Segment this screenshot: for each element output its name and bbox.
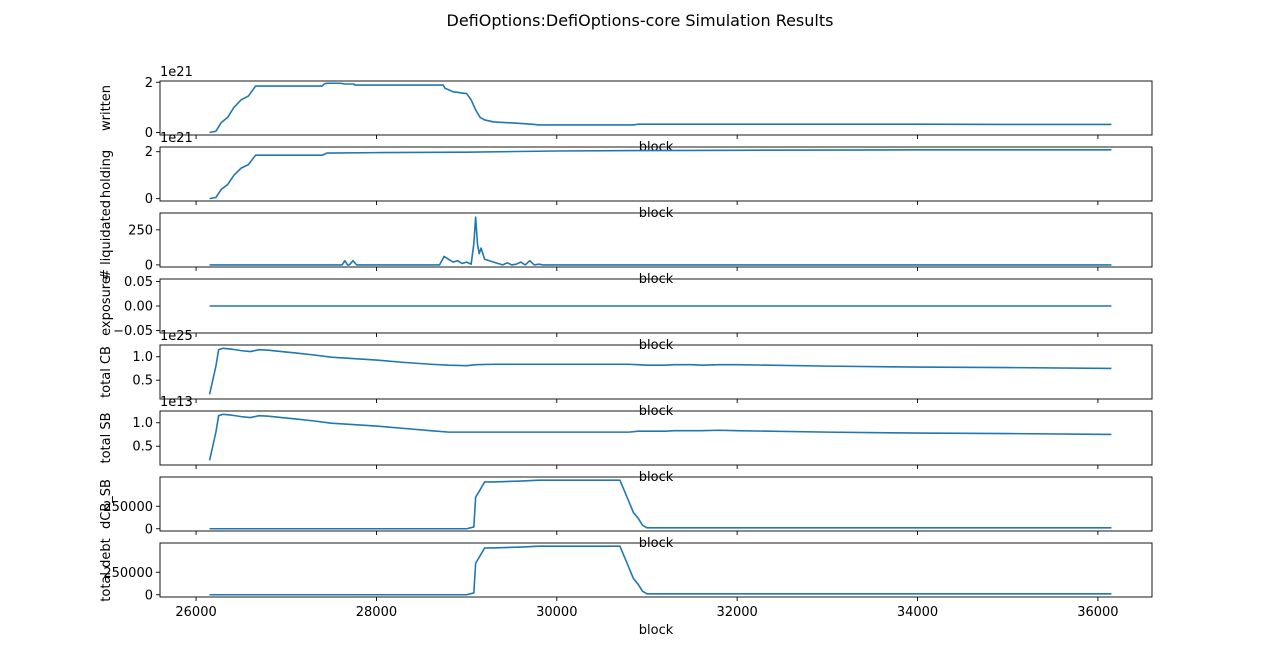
x-tick-label: 28000 <box>356 605 397 620</box>
series-line <box>209 149 1112 200</box>
y-tick-label: 0 <box>145 192 153 207</box>
x-tick-label: 36000 <box>1077 605 1118 620</box>
series-line <box>209 82 1112 134</box>
x-axis-label: block <box>639 623 674 638</box>
y-tick-label: 0 <box>145 588 153 603</box>
x-axis-label: block <box>639 140 674 155</box>
y-tick-label: −0.05 <box>113 324 153 339</box>
y-axis-label: dCB_SB <box>99 479 114 529</box>
y-tick-label: 250 <box>128 223 153 238</box>
y-tick-label: 1.0 <box>132 350 153 365</box>
y-axis-label: total SB <box>99 412 114 463</box>
y-tick-label: 0.05 <box>124 275 153 290</box>
y-axis-label: # liquidated <box>99 200 114 280</box>
offset-text: 1e25 <box>160 329 193 344</box>
x-axis-label: block <box>639 206 674 221</box>
y-axis-label: holding <box>99 150 114 198</box>
series-line <box>209 216 1112 266</box>
x-tick-label: 34000 <box>897 605 938 620</box>
axes-frame <box>159 410 1153 466</box>
x-axis-label: block <box>639 404 674 419</box>
subplot-6: 0.5 1.0 block total SB 1e13 <box>99 395 1153 485</box>
figure-title: DefiOptions:DefiOptions-core Simulation … <box>447 11 834 30</box>
x-tick-label: 32000 <box>716 605 757 620</box>
offset-text: 1e21 <box>160 131 193 146</box>
y-axis-label: written <box>99 85 114 131</box>
y-tick-label: 0.5 <box>132 440 153 455</box>
axes-frame <box>159 344 1153 400</box>
offset-text: 1e21 <box>160 65 193 80</box>
series-line <box>209 545 1112 596</box>
series-line <box>208 347 1112 395</box>
subplot-8: 0 250000 26000 28000 30000 32000 34000 36000 blo… <box>99 538 1153 638</box>
subplot-2: 0 2 block holding 1e21 <box>99 131 1153 221</box>
y-tick-label: 0 <box>145 258 153 273</box>
y-tick-label: 0.5 <box>132 374 153 389</box>
axes-frame <box>159 476 1153 532</box>
series-line <box>208 413 1112 461</box>
subplot-7: 0 250000 block dCB_SB <box>99 476 1153 551</box>
x-tick-label: 26000 <box>175 605 216 620</box>
axes-frame <box>159 542 1153 598</box>
subplot-1: 0 2 block written 1e21 <box>99 65 1153 155</box>
x-axis-label: block <box>639 338 674 353</box>
y-axis-label: exposure <box>99 276 114 336</box>
x-axis-label: block <box>639 536 674 551</box>
y-tick-label: 2 <box>145 76 153 91</box>
y-tick-label: 0 <box>145 522 153 537</box>
axes-frame <box>159 146 1153 202</box>
y-tick-label: 0.00 <box>124 300 153 315</box>
y-axis-label: total debt <box>99 538 114 601</box>
y-tick-label: 2 <box>145 145 153 160</box>
y-tick-label: 250000 <box>103 566 153 581</box>
offset-text: 1e13 <box>160 395 193 410</box>
subplot-5: 0.5 1.0 block total CB 1e25 <box>99 329 1153 419</box>
subplots: 0 2 block written 1e21 0 2 block holding 1e21 0 250… <box>99 65 1153 638</box>
y-tick-label: 0 <box>145 126 153 141</box>
axes-frame <box>159 212 1153 268</box>
y-axis-label: total CB <box>99 346 114 398</box>
y-tick-label: 1.0 <box>132 416 153 431</box>
x-tick-label: 30000 <box>536 605 577 620</box>
x-axis-label: block <box>639 272 674 287</box>
subplot-3: 0 250 block # liquidated <box>99 200 1153 287</box>
subplot-4: −0.05 0.00 0.05 block exposure <box>99 275 1153 353</box>
axes-frame <box>159 80 1153 136</box>
x-axis-label: block <box>639 470 674 485</box>
series-line <box>209 479 1112 530</box>
y-tick-label: 250000 <box>103 500 153 515</box>
